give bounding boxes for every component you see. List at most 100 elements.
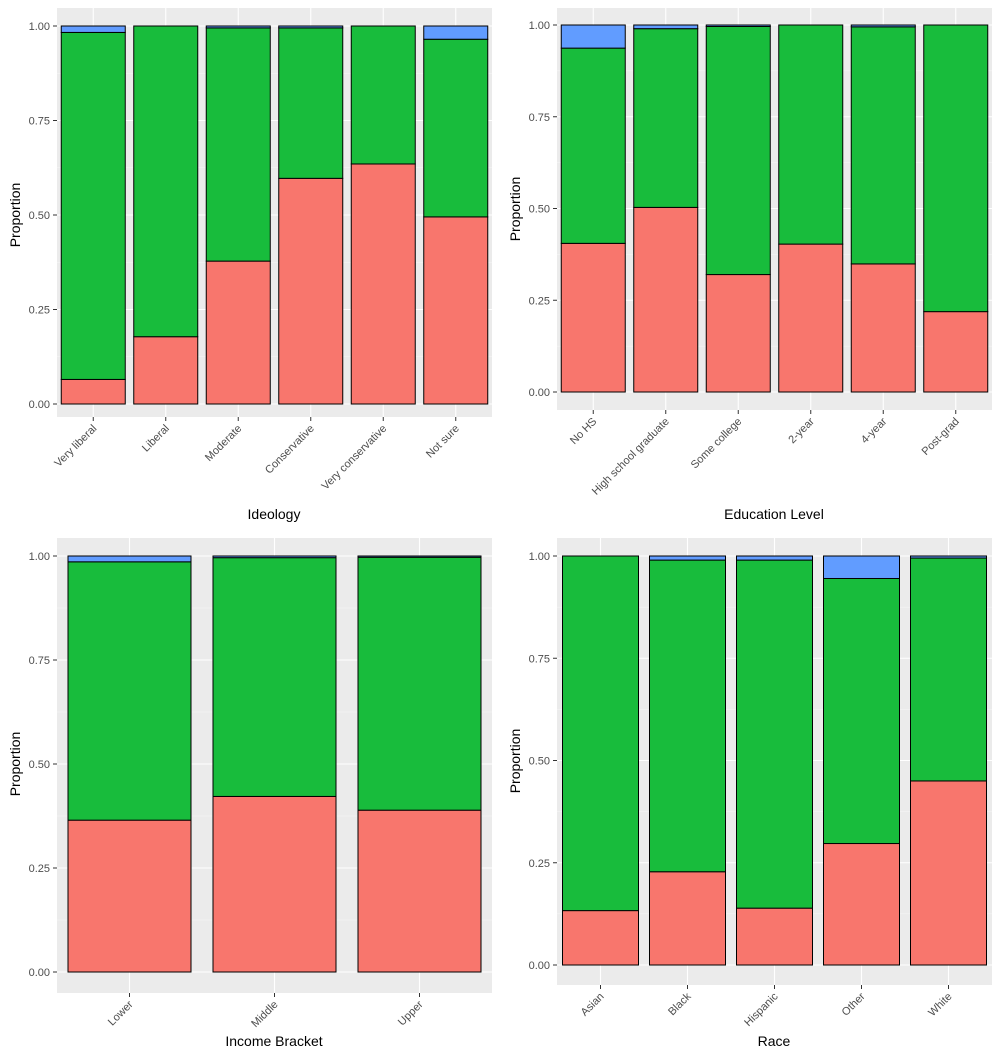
- x-tick-label: Post-grad: [920, 416, 962, 458]
- bar-segment: [850, 263, 916, 393]
- bar-segment: [60, 25, 126, 33]
- x-tick-label: High school graduate: [590, 416, 672, 498]
- bar-segment: [633, 24, 699, 30]
- panel-background: [57, 8, 492, 417]
- y-tick-label: 0.00: [29, 399, 50, 411]
- x-tick-label: Some college: [689, 416, 745, 472]
- chart-panel-1: 0.00 0.25 0.50 0.75 1.00 Very liberal Liberal M…: [7, 8, 492, 522]
- bar-segment: [778, 24, 844, 245]
- y-tick-label: 0.25: [529, 295, 550, 307]
- x-tick-label: No HS: [568, 416, 599, 447]
- y-tick-label: 0.25: [29, 305, 50, 317]
- x-tick-label: Other: [840, 990, 868, 1018]
- bar-segment: [423, 25, 489, 40]
- bar-segment: [923, 24, 989, 313]
- y-tick-label: 0.75: [529, 653, 550, 665]
- bar-segment: [560, 47, 626, 244]
- y-tick-label: 0.75: [29, 116, 50, 128]
- bar-segment: [562, 555, 639, 912]
- bar-segment: [736, 907, 813, 966]
- x-axis-title: Ideology: [248, 506, 301, 522]
- x-tick-label: White: [926, 991, 954, 1019]
- bar-segment: [560, 242, 626, 393]
- bar-segment: [278, 25, 344, 29]
- bar-segment: [67, 555, 192, 563]
- bar-segment: [212, 557, 337, 797]
- bar-segment: [357, 556, 482, 811]
- y-tick-label: 1.00: [29, 21, 50, 33]
- bar-segment: [633, 206, 699, 393]
- bar-segment: [357, 555, 482, 558]
- y-tick-label: 0.00: [29, 967, 50, 979]
- x-tick-label: Hispanic: [742, 990, 781, 1029]
- bar-segment: [60, 31, 126, 380]
- x-tick-label: Liberal: [140, 423, 172, 455]
- y-tick-label: 0.25: [29, 863, 50, 875]
- bar-segment: [357, 809, 482, 973]
- bar-segment: [705, 24, 771, 27]
- bar-segment: [823, 843, 900, 966]
- bar-segment: [850, 26, 916, 265]
- bar-segment: [278, 177, 344, 405]
- x-tick-label: Not sure: [424, 423, 462, 461]
- bar-segment: [910, 557, 987, 782]
- bar-segment: [736, 559, 813, 909]
- y-tick-label: 1.00: [29, 551, 50, 563]
- x-tick-label: 4-year: [859, 415, 890, 446]
- x-tick-label: Very conservative: [319, 423, 389, 493]
- bar-segment: [133, 25, 199, 338]
- y-tick-label: 1.00: [529, 551, 550, 563]
- x-tick-label: Lower: [106, 998, 136, 1028]
- bar-segment: [205, 260, 271, 405]
- y-tick-label: 0.75: [29, 655, 50, 667]
- bar-segment: [60, 378, 126, 405]
- bar-segment: [923, 311, 989, 393]
- bar-segment: [423, 216, 489, 405]
- x-tick-label: 2-year: [786, 415, 817, 446]
- x-axis-title: Race: [758, 1033, 791, 1049]
- x-tick-label: Asian: [579, 991, 607, 1019]
- x-tick-label: Middle: [249, 999, 280, 1030]
- bar-segment: [910, 780, 987, 966]
- y-tick-label: 0.50: [29, 759, 50, 771]
- y-tick-label: 0.25: [529, 858, 550, 870]
- chart-panel-3: 0.00 0.25 0.50 0.75 1.00 Lower Middle Upper Inco…: [7, 538, 492, 1049]
- x-axis-title: Education Level: [724, 506, 824, 522]
- y-axis-title: Proportion: [7, 183, 23, 248]
- chart-panel-4: 0.00 0.25 0.50 0.75 1.00 Asian Black Hispanic Ot…: [507, 538, 992, 1049]
- y-tick-label: 0.50: [529, 756, 550, 768]
- bar-segment: [850, 24, 916, 28]
- bar-segment: [350, 25, 416, 165]
- bar-segment: [423, 38, 489, 218]
- bar-segment: [212, 555, 337, 559]
- bar-segment: [562, 910, 639, 966]
- bar-segment: [67, 819, 192, 973]
- bar-segment: [823, 555, 900, 579]
- x-axis-title: Income Bracket: [225, 1033, 322, 1049]
- x-tick-label: Conservative: [263, 423, 317, 477]
- bar-segment: [560, 24, 626, 49]
- bar-segment: [350, 163, 416, 405]
- y-axis-title: Proportion: [7, 732, 23, 797]
- y-tick-label: 0.50: [29, 210, 50, 222]
- bar-segment: [67, 561, 192, 821]
- y-axis-title: Proportion: [507, 729, 523, 794]
- bar-segment: [205, 27, 271, 262]
- x-tick-label: Black: [666, 990, 694, 1018]
- x-tick-label: Very liberal: [52, 423, 99, 470]
- bar-segment: [212, 795, 337, 973]
- bar-segment: [778, 243, 844, 393]
- bar-segment: [649, 555, 726, 561]
- bar-segment: [649, 559, 726, 873]
- bar-segment: [133, 336, 199, 405]
- bar-segment: [910, 555, 987, 559]
- y-axis-title: Proportion: [507, 177, 523, 242]
- y-tick-label: 0.50: [529, 204, 550, 216]
- bar-segment: [633, 28, 699, 208]
- y-tick-label: 0.75: [529, 112, 550, 124]
- x-tick-label: Upper: [396, 998, 426, 1028]
- bar-segment: [705, 274, 771, 393]
